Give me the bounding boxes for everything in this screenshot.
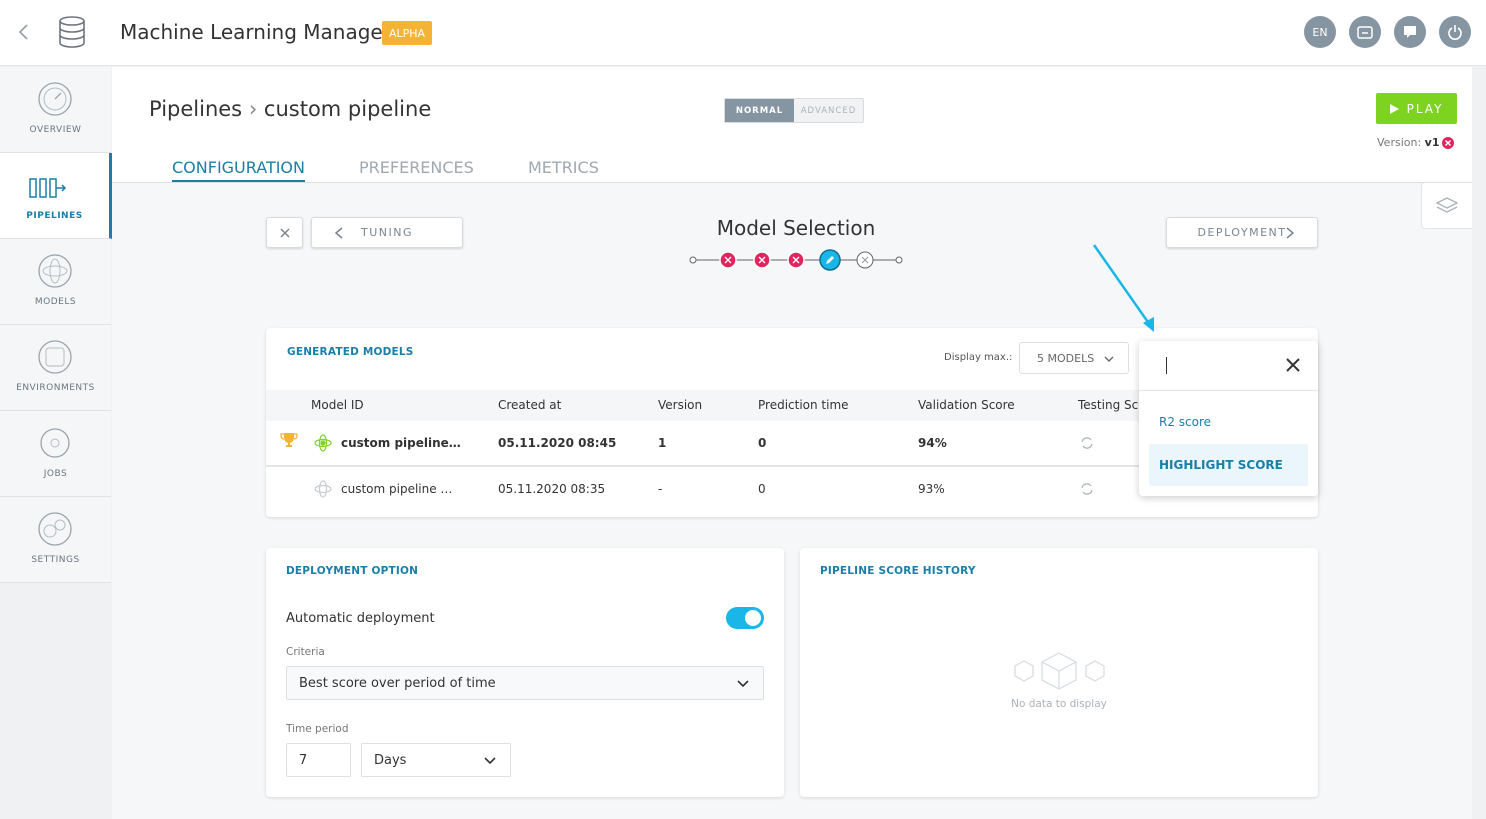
nav-label: JOBS [43, 469, 68, 479]
logout-button[interactable] [1439, 16, 1471, 48]
model-id[interactable]: custom pipeline … [341, 482, 453, 496]
breadcrumb: Pipelines › custom pipeline [149, 97, 432, 121]
automatic-label: Automatic deployment [286, 611, 435, 626]
prediction-time: 0 [758, 436, 767, 450]
card-title: GENERATED MODELS [287, 346, 414, 358]
mode-advanced[interactable]: ADVANCED [800, 105, 857, 116]
tab-metrics[interactable]: METRICS [528, 158, 599, 177]
created-at: 05.11.2020 08:35 [498, 482, 606, 496]
help-button[interactable] [1394, 16, 1426, 48]
layers-tab[interactable] [1421, 182, 1472, 229]
back-step-button[interactable]: TUNING [311, 217, 463, 248]
language-button[interactable]: EN [1304, 16, 1336, 48]
next-step-label: DEPLOYMENT [1197, 226, 1287, 239]
app-title: Machine Learning Manager [120, 20, 391, 44]
column-header: Version [658, 398, 703, 412]
validation-score: 94% [918, 436, 947, 450]
nav-settings[interactable]: SETTINGS [0, 497, 111, 583]
prediction-time: 0 [758, 482, 766, 496]
validation-score: 93% [918, 482, 945, 496]
nav-label: PIPELINES [26, 211, 83, 221]
row-divider [266, 465, 1318, 467]
refresh-icon[interactable] [1080, 482, 1094, 496]
display-max-label: Display max.: [944, 352, 1013, 363]
created-at: 05.11.2020 08:45 [498, 436, 617, 450]
period-input[interactable]: 7 [286, 743, 351, 777]
model-id[interactable]: custom pipeline… [341, 436, 461, 450]
refresh-icon[interactable] [1080, 436, 1094, 450]
nav-label: ENVIRONMENTS [16, 383, 95, 393]
next-step-button[interactable]: DEPLOYMENT [1166, 217, 1318, 248]
empty-message: No data to display [1011, 698, 1107, 710]
nav-environments[interactable]: ENVIRONMENTS [0, 325, 111, 411]
trophy-icon [280, 433, 298, 447]
version-delete[interactable] [1441, 136, 1455, 150]
tab-preferences[interactable]: PREFERENCES [359, 158, 474, 177]
nav-jobs[interactable]: JOBS [0, 411, 111, 497]
alpha-badge: ALPHA [382, 21, 432, 45]
version-cell: - [658, 482, 663, 496]
play-label: PLAY [1406, 101, 1444, 116]
mode-toggle: NORMAL ADVANCED [724, 98, 864, 123]
version-label: Version: [1377, 136, 1422, 149]
period-label: Time period [286, 723, 349, 735]
column-header: Created at [498, 398, 562, 412]
app-icon [59, 16, 85, 48]
top-bar [0, 0, 1486, 66]
period-unit: Days [374, 753, 407, 768]
automatic-toggle[interactable] [726, 607, 764, 629]
tab-configuration[interactable]: CONFIGURATION [172, 158, 305, 182]
nav-pipelines[interactable]: PIPELINES [0, 153, 112, 239]
version: Version: v1 [1377, 136, 1439, 149]
card-title: DEPLOYMENT OPTION [286, 565, 419, 577]
version-value: v1 [1424, 136, 1440, 149]
display-max-value: 5 MODELS [1037, 352, 1095, 365]
period-unit-select[interactable]: Days [361, 743, 511, 777]
nav-models[interactable]: MODELS [0, 239, 111, 325]
model-icon [314, 480, 332, 498]
card-title: PIPELINE SCORE HISTORY [820, 565, 976, 577]
criteria-label: Criteria [286, 646, 325, 658]
display-max-select[interactable]: 5 MODELS [1019, 342, 1129, 374]
breadcrumb-current: custom pipeline [263, 97, 432, 121]
dropdown-option[interactable]: HIGHLIGHT SCORE [1149, 444, 1308, 486]
wizard-steps [689, 249, 903, 271]
version-cell: 1 [658, 436, 667, 450]
nav-label: SETTINGS [31, 555, 80, 565]
nav-label: OVERVIEW [29, 125, 82, 135]
dropdown-option[interactable]: R2 score [1159, 415, 1212, 429]
mode-normal[interactable]: NORMAL [725, 99, 794, 122]
model-icon [314, 434, 332, 452]
criteria-select[interactable]: Best score over period of time [286, 666, 764, 700]
column-header: Prediction time [758, 398, 849, 412]
search-cursor[interactable] [1166, 357, 1167, 374]
nav-overview[interactable]: OVERVIEW [0, 67, 111, 153]
cancel-button[interactable] [266, 217, 303, 248]
back-button[interactable] [14, 22, 34, 42]
back-step-label: TUNING [361, 226, 413, 239]
column-header: Model ID [311, 398, 364, 412]
calendar-button[interactable] [1349, 16, 1381, 48]
criteria-value: Best score over period of time [299, 676, 496, 691]
play-button[interactable]: PLAY [1376, 93, 1457, 124]
close-dropdown[interactable] [1286, 358, 1300, 372]
column-header: Validation Score [918, 398, 1015, 412]
wizard-title: Model Selection [716, 216, 876, 240]
breadcrumb-link[interactable]: Pipelines [149, 97, 243, 121]
dropdown-divider [1139, 390, 1318, 391]
nav-label: MODELS [34, 297, 77, 307]
column-header: Testing Score [1078, 398, 1158, 412]
empty-icon [1014, 652, 1105, 690]
annotation-arrow [1092, 244, 1154, 332]
